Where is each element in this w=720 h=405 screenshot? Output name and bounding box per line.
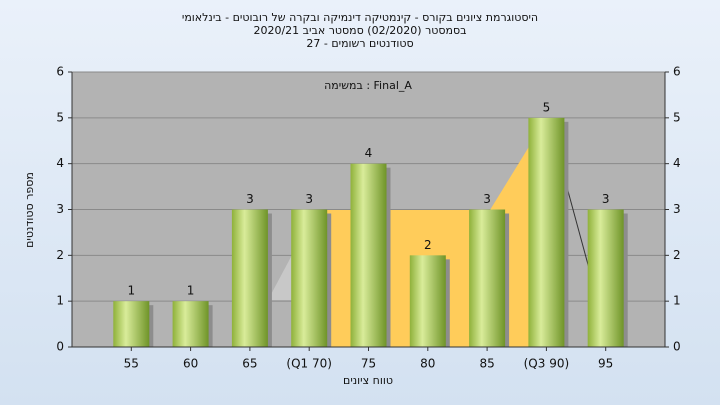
x-tick-label: 85 <box>479 357 494 371</box>
data-label: 1 <box>127 284 135 298</box>
bar <box>172 301 209 347</box>
whisker-shape <box>268 255 292 300</box>
data-label: 3 <box>483 192 491 206</box>
y2-tick-label: 6 <box>673 65 681 79</box>
y2-tick-label: 5 <box>673 110 681 124</box>
x-tick-label: 75 <box>361 357 376 371</box>
bar <box>409 255 446 347</box>
y2-tick-label: 3 <box>673 202 681 216</box>
bar <box>113 301 150 347</box>
bar <box>587 209 624 347</box>
y-tick-label: 6 <box>56 65 64 79</box>
x-axis-label: טווח ציונים <box>343 374 393 387</box>
bar <box>291 209 328 347</box>
y2-tick-label: 1 <box>673 294 681 308</box>
y2-tick-label: 4 <box>673 156 681 170</box>
y-tick-label: 2 <box>56 248 64 262</box>
data-label: 3 <box>305 192 313 206</box>
whisker-line <box>564 179 591 273</box>
data-label: 5 <box>543 100 551 114</box>
y-tick-label: 0 <box>56 340 64 354</box>
x-tick-label: (Q3 90) <box>524 357 570 371</box>
bar <box>350 163 387 347</box>
y-tick-label: 4 <box>56 156 64 170</box>
annotation: Final_A : במשימה <box>324 79 412 92</box>
x-tick-label: 65 <box>242 357 257 371</box>
x-tick-label: 55 <box>124 357 139 371</box>
data-label: 3 <box>246 192 254 206</box>
marks <box>113 117 628 347</box>
data-label: 2 <box>424 238 432 252</box>
chart-title: היסטוגרמת ציונים בקורס - קינמטיקה דינמיק… <box>182 11 538 24</box>
data-label: 1 <box>187 284 195 298</box>
bar <box>528 117 565 347</box>
data-label: 3 <box>602 192 610 206</box>
data-label: 4 <box>365 146 373 160</box>
y-tick-label: 3 <box>56 202 64 216</box>
bar <box>231 209 268 347</box>
y2-tick-label: 0 <box>673 340 681 354</box>
chart-subtitle: בסמסטר (02/2020) סמסטר אביב 2020/21 <box>253 24 466 37</box>
y2-tick-label: 2 <box>673 248 681 262</box>
x-tick-label: 60 <box>183 357 198 371</box>
x-tick-label: 80 <box>420 357 435 371</box>
bar <box>469 209 506 347</box>
x-tick-label: (Q1 70) <box>286 357 332 371</box>
chart-subtitle: סטודנטים רשומים - 27 <box>306 37 413 50</box>
y-tick-label: 5 <box>56 110 64 124</box>
y-tick-label: 1 <box>56 294 64 308</box>
x-tick-label: 95 <box>598 357 613 371</box>
y-axis-label: מספר סטודנטים <box>23 172 36 248</box>
